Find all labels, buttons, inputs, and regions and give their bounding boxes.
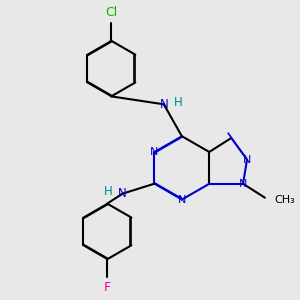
Text: N: N: [178, 195, 186, 205]
Text: N: N: [239, 179, 247, 189]
Text: H: H: [173, 96, 182, 109]
Text: N: N: [118, 187, 127, 200]
Text: H: H: [104, 185, 113, 198]
Text: Cl: Cl: [105, 7, 117, 20]
Text: F: F: [104, 280, 111, 293]
Text: N: N: [160, 98, 168, 111]
Text: CH₃: CH₃: [275, 195, 296, 205]
Text: N: N: [150, 147, 158, 157]
Text: N: N: [243, 155, 251, 165]
